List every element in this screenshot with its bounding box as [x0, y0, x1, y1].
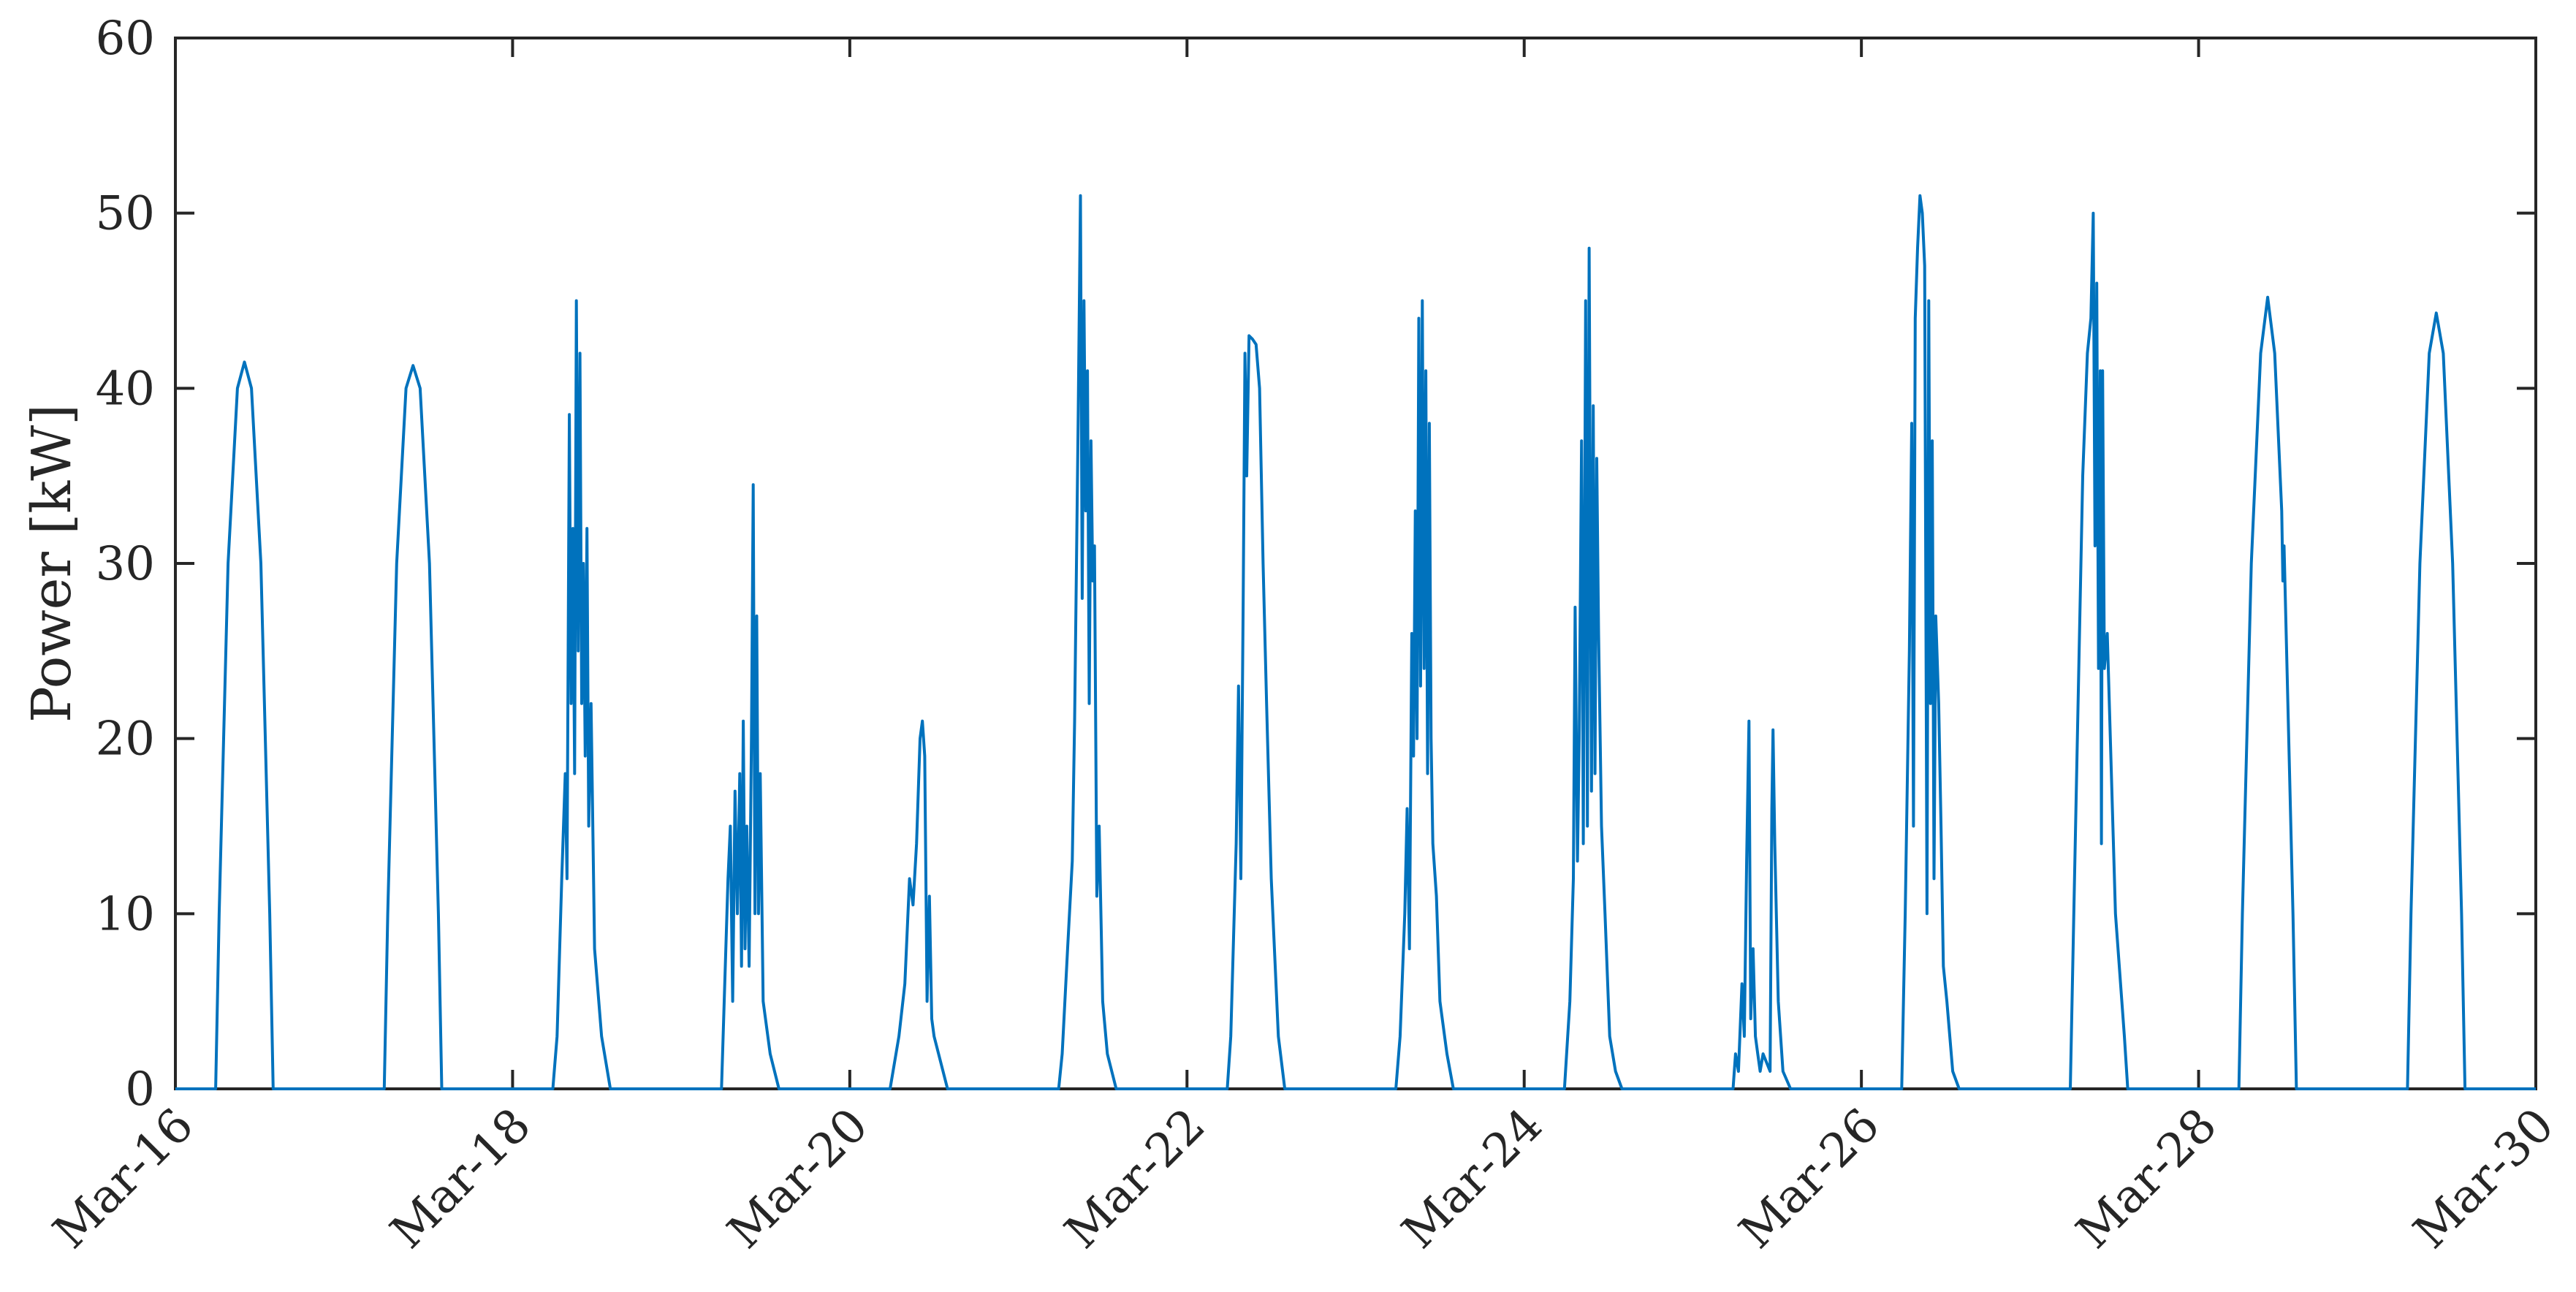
x-axis-ticks: Mar-16 Mar-18 Mar-20 Mar-22 Mar-24 Mar-26 Mar-… [43, 38, 2564, 1259]
plot-frame [174, 37, 2537, 1090]
x-tick-label: Mar-30 [2404, 1098, 2564, 1259]
y-tick-label: 10 [96, 887, 155, 941]
x-tick-label: Mar-18 [381, 1098, 542, 1259]
y-axis-ticks: 0 10 20 30 40 50 60 [96, 12, 2536, 1117]
x-tick-label: Mar-20 [718, 1098, 878, 1259]
x-tick-label: Mar-22 [1055, 1098, 1215, 1259]
x-tick-label: Mar-24 [1392, 1098, 1553, 1259]
x-tick-label: Mar-16 [43, 1098, 204, 1259]
y-tick-label: 60 [96, 12, 155, 66]
y-axis-label: Power [kW] [20, 404, 83, 723]
x-tick-label: Mar-28 [2067, 1098, 2227, 1259]
x-tick-label: Mar-26 [1729, 1098, 1890, 1259]
y-tick-label: 40 [96, 362, 155, 416]
power-series-line [175, 194, 2536, 1090]
y-tick-label: 30 [96, 537, 155, 591]
y-tick-label: 20 [96, 712, 155, 767]
y-tick-label: 0 [125, 1063, 155, 1117]
y-tick-label: 50 [96, 187, 155, 241]
